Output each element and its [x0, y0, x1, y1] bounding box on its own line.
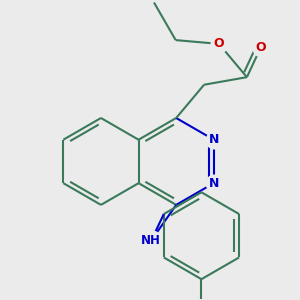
Text: NH: NH [141, 234, 161, 247]
Text: N: N [208, 177, 219, 190]
Text: O: O [255, 41, 266, 54]
Text: N: N [208, 133, 219, 146]
Text: O: O [214, 38, 224, 50]
